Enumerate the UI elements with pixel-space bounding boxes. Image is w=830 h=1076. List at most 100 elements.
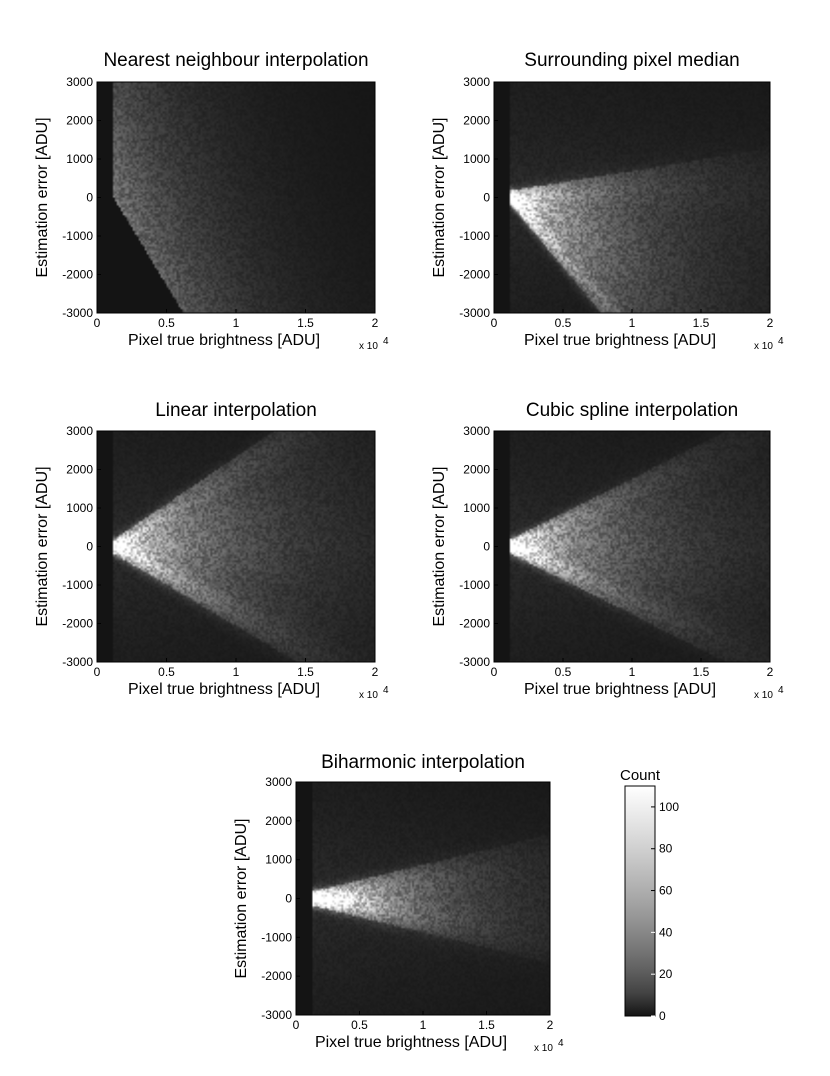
x-tick-label: 0.5 — [351, 1018, 368, 1032]
density-map — [97, 82, 375, 313]
colorbar-tick-label: 60 — [659, 884, 673, 898]
x-tick-label: 1.5 — [693, 665, 710, 679]
x-tick-label: 1 — [629, 665, 636, 679]
y-tick-label: 1000 — [66, 501, 93, 515]
y-tick-label: 0 — [285, 892, 292, 906]
y-tick-label: -2000 — [261, 969, 292, 983]
y-tick-label: -2000 — [62, 617, 93, 631]
y-tick-label: 1000 — [265, 853, 292, 867]
panel-4: Cubic spline interpolation 3000 2000 1000 0 -… — [431, 400, 784, 701]
y-tick-label: -2000 — [62, 268, 93, 282]
x-tick-label: 0.5 — [555, 316, 572, 330]
y-tick-label: 0 — [86, 191, 93, 205]
panel-1: Nearest neighbour interpolation 3000 2000 1… — [34, 50, 389, 352]
x-multiplier: x 10 — [534, 1043, 553, 1054]
x-tick-label: 0 — [491, 316, 498, 330]
x-tick-label: 0 — [94, 665, 101, 679]
x-tick-label: 1 — [420, 1018, 427, 1032]
y-tick-label: 3000 — [66, 424, 93, 438]
x-multiplier-exponent: 4 — [558, 1038, 564, 1049]
x-multiplier-exponent: 4 — [383, 685, 389, 696]
x-tick-label: 0 — [491, 665, 498, 679]
x-tick-label: 1 — [233, 665, 240, 679]
x-tick-label: 0.5 — [158, 665, 175, 679]
x-axis-label: Pixel true brightness [ADU] — [524, 332, 716, 349]
y-tick-label: -2000 — [459, 268, 490, 282]
x-tick-label: 1.5 — [478, 1018, 495, 1032]
x-axis-label: Pixel true brightness [ADU] — [315, 1034, 507, 1051]
y-tick-label: 0 — [483, 540, 490, 554]
colorbar-scale — [624, 785, 656, 1017]
x-tick-label: 2 — [372, 665, 379, 679]
y-axis-label: Estimation error [ADU] — [34, 117, 51, 277]
x-multiplier-exponent: 4 — [778, 685, 784, 696]
y-tick-label: 1000 — [463, 501, 490, 515]
colorbar-label: Count — [620, 767, 661, 784]
y-tick-label: -3000 — [261, 1008, 292, 1022]
y-tick-label: -1000 — [261, 930, 292, 944]
y-tick-label: 2000 — [463, 114, 490, 128]
y-tick-label: 2000 — [66, 463, 93, 477]
density-map — [494, 82, 770, 313]
y-tick-label: -2000 — [459, 617, 490, 631]
y-tick-label: 3000 — [66, 75, 93, 89]
x-tick-label: 2 — [767, 665, 774, 679]
x-multiplier: x 10 — [359, 690, 378, 701]
y-tick-label: -1000 — [62, 578, 93, 592]
x-tick-label: 1.5 — [297, 665, 314, 679]
x-tick-label: 0 — [293, 1018, 300, 1032]
panel-5: Biharmonic interpolation 3000 2000 1000 0 -10… — [233, 752, 564, 1054]
y-tick-label: 2000 — [265, 814, 292, 828]
y-tick-label: -1000 — [459, 229, 490, 243]
y-axis-label: Estimation error [ADU] — [233, 818, 250, 978]
y-tick-label: 3000 — [463, 424, 490, 438]
colorbar-tick-label: 20 — [659, 967, 673, 981]
x-tick-label: 1 — [629, 316, 636, 330]
x-tick-label: 0 — [94, 316, 101, 330]
x-tick-label: 2 — [767, 316, 774, 330]
y-tick-label: -3000 — [62, 306, 93, 320]
density-map — [97, 431, 375, 662]
chart-title: Biharmonic interpolation — [321, 752, 525, 773]
x-axis-label: Pixel true brightness [ADU] — [128, 681, 320, 698]
x-tick-label: 1 — [233, 316, 240, 330]
y-tick-label: 2000 — [463, 463, 490, 477]
density-map — [296, 782, 550, 1015]
y-tick-label: -1000 — [62, 229, 93, 243]
x-multiplier: x 10 — [754, 690, 773, 701]
chart-title: Linear interpolation — [155, 400, 317, 421]
y-tick-label: 1000 — [66, 152, 93, 166]
y-axis-label: Estimation error [ADU] — [431, 117, 448, 277]
chart-title: Surrounding pixel median — [524, 50, 739, 71]
y-tick-label: 0 — [86, 540, 93, 554]
panel-2: Surrounding pixel median 3000 2000 1000 0 -10… — [431, 50, 784, 352]
colorbar-tick-label: 100 — [659, 800, 679, 814]
x-tick-label: 0.5 — [555, 665, 572, 679]
y-tick-label: -3000 — [62, 655, 93, 669]
x-tick-label: 0.5 — [158, 316, 175, 330]
y-tick-label: 3000 — [463, 75, 490, 89]
y-axis-label: Estimation error [ADU] — [34, 466, 51, 626]
x-multiplier: x 10 — [359, 341, 378, 352]
x-axis-label: Pixel true brightness [ADU] — [524, 681, 716, 698]
y-axis-label: Estimation error [ADU] — [431, 466, 448, 626]
density-map — [494, 431, 770, 662]
colorbar-tick-label: 80 — [659, 842, 673, 856]
y-tick-label: -1000 — [459, 578, 490, 592]
x-axis-label: Pixel true brightness [ADU] — [128, 332, 320, 349]
colorbar-tick-label: 40 — [659, 925, 673, 939]
x-multiplier-exponent: 4 — [383, 336, 389, 347]
chart-title: Cubic spline interpolation — [526, 400, 738, 421]
x-multiplier: x 10 — [754, 341, 773, 352]
colorbar: Count 100 80 60 40 20 0 — [620, 767, 679, 1023]
x-tick-label: 1.5 — [693, 316, 710, 330]
y-tick-label: 2000 — [66, 114, 93, 128]
colorbar-tick-label: 0 — [659, 1009, 666, 1023]
panel-3: Linear interpolation 3000 2000 1000 0 -1000 -2… — [34, 400, 389, 701]
y-tick-label: 1000 — [463, 152, 490, 166]
chart-title: Nearest neighbour interpolation — [103, 50, 368, 71]
y-tick-label: 3000 — [265, 775, 292, 789]
x-tick-label: 2 — [547, 1018, 554, 1032]
x-tick-label: 1.5 — [297, 316, 314, 330]
